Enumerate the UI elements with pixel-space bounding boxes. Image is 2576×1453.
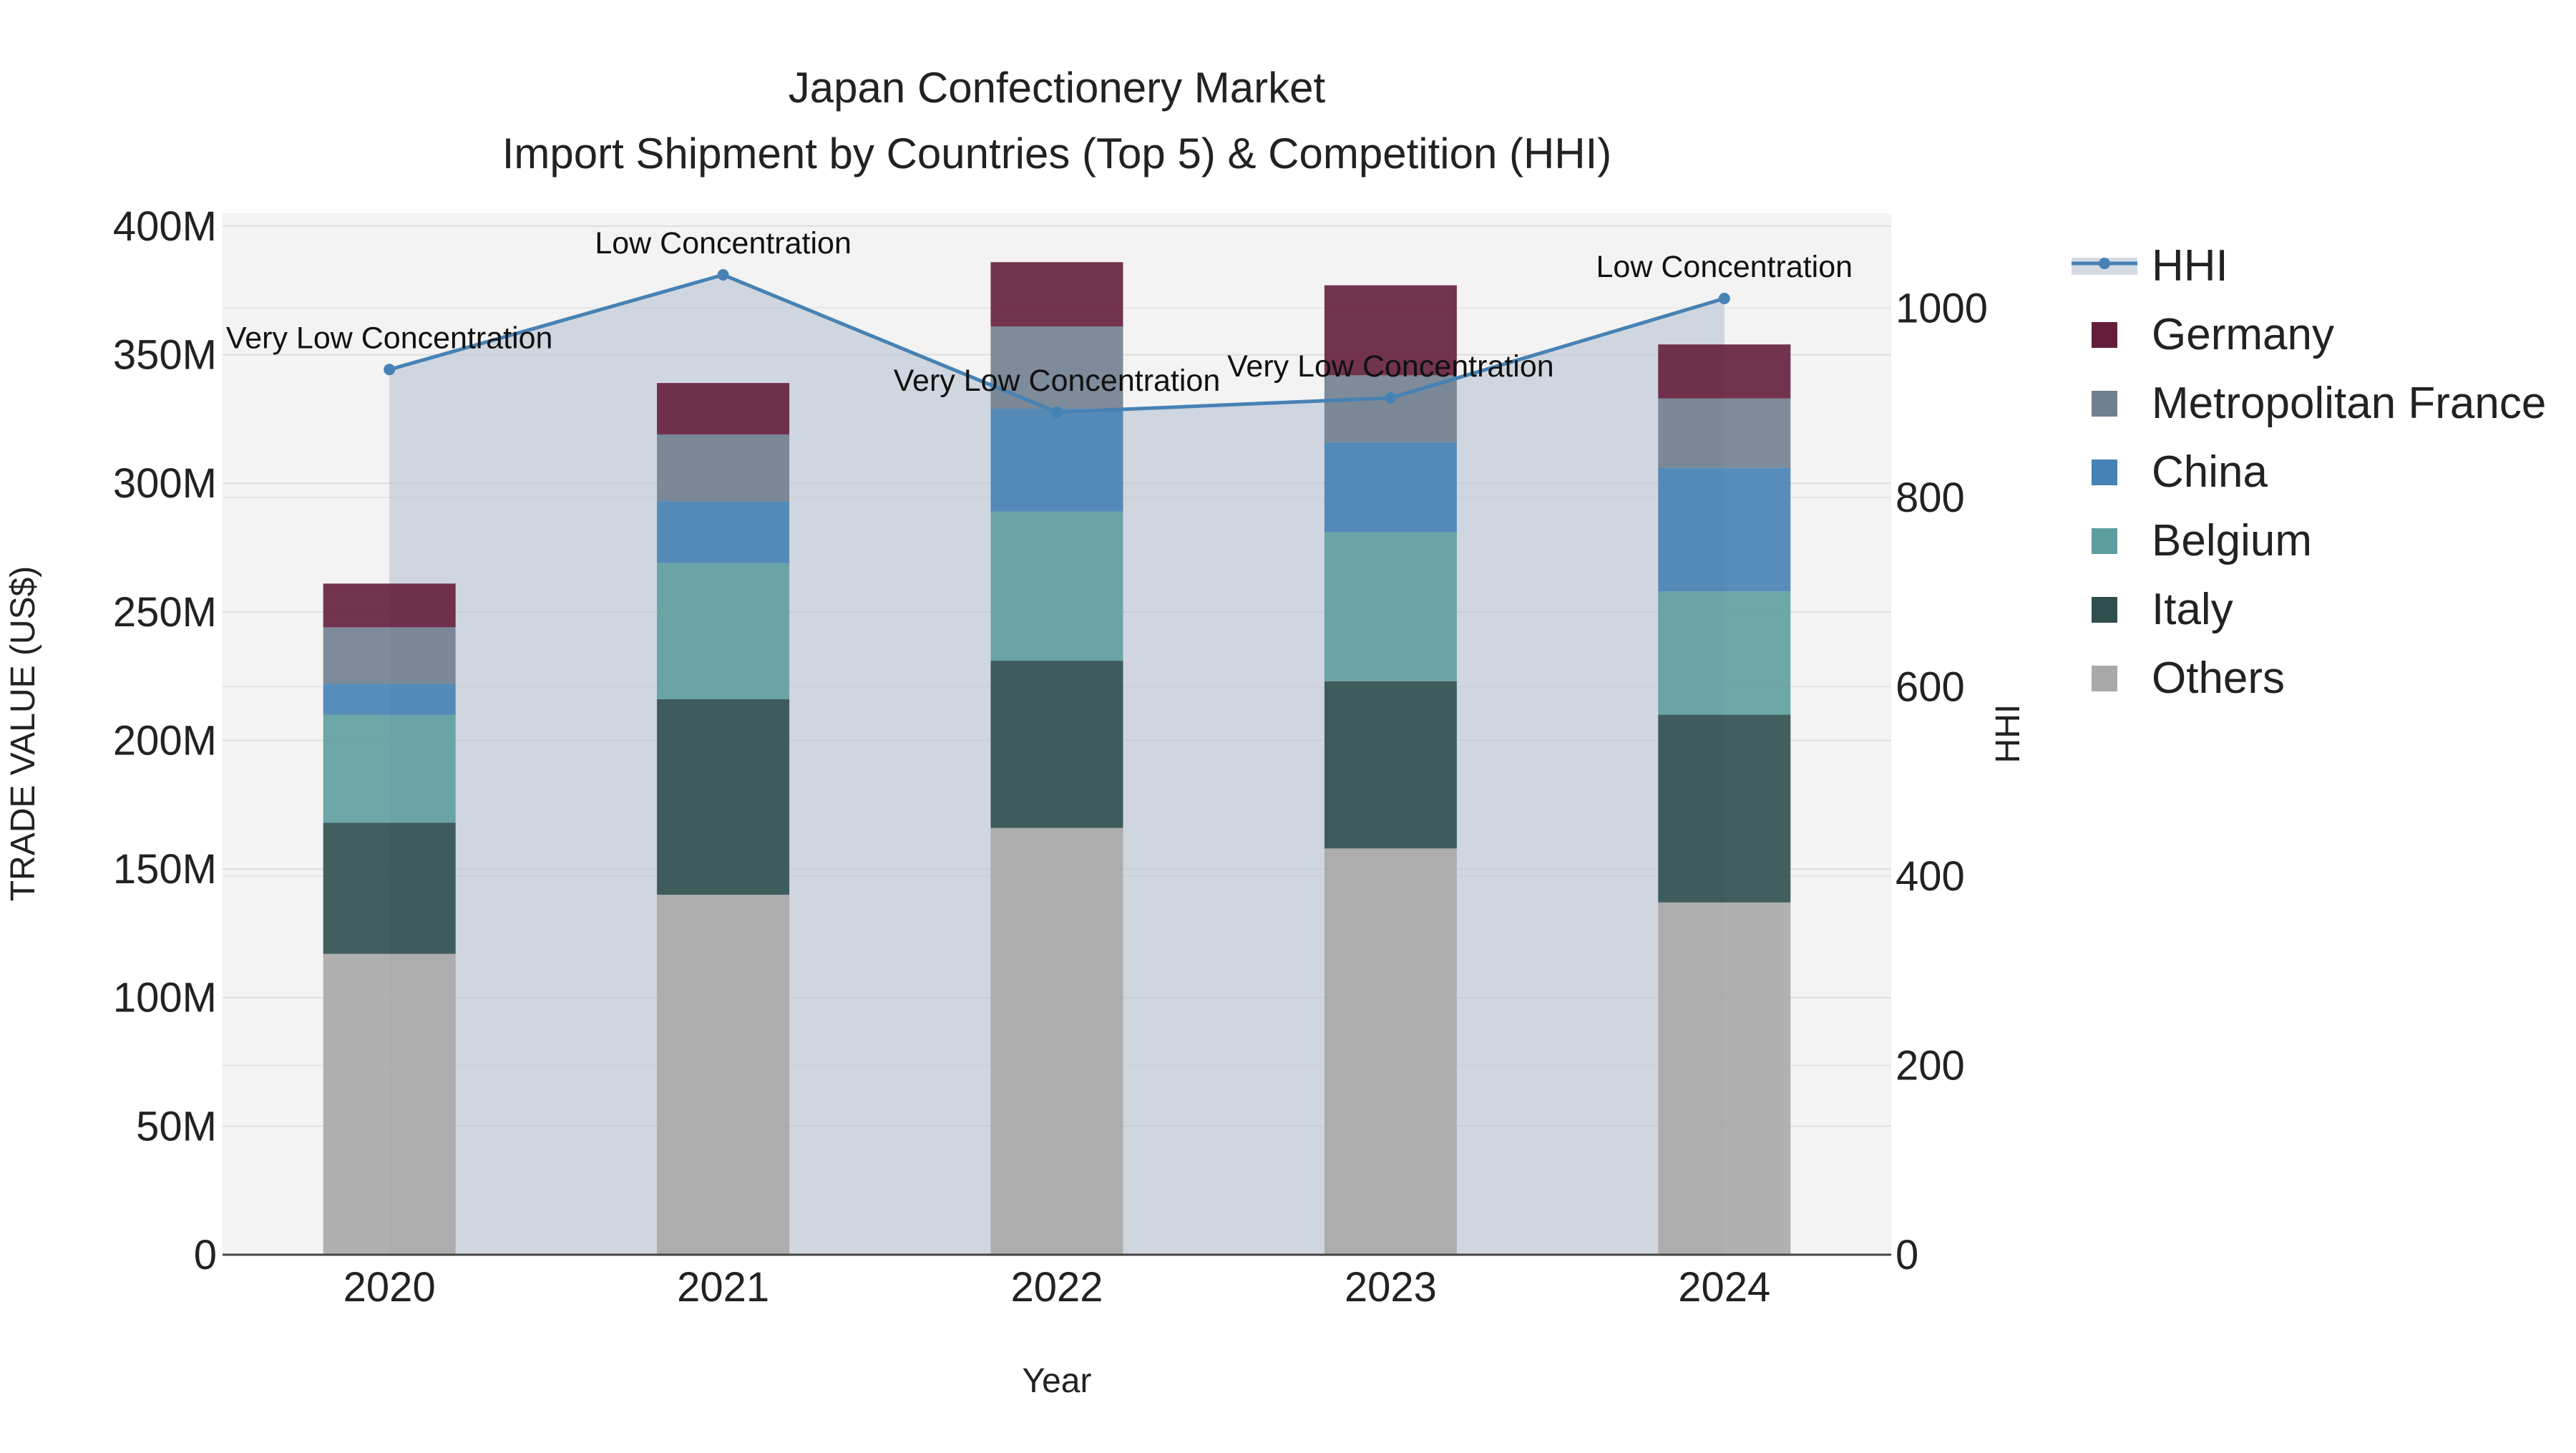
legend-swatch-hhi-marker bbox=[2099, 258, 2110, 269]
x-tick-label: 2023 bbox=[1345, 1264, 1437, 1311]
legend-swatch bbox=[2092, 460, 2117, 485]
hhi-point-2021[interactable] bbox=[717, 268, 729, 281]
bar-others-2020[interactable] bbox=[323, 953, 456, 1255]
bar-others-2022[interactable] bbox=[990, 827, 1123, 1255]
hhi-line-layer bbox=[384, 268, 1730, 418]
bar-others-2023[interactable] bbox=[1324, 848, 1457, 1255]
bar-china-2022[interactable] bbox=[990, 409, 1123, 512]
hhi-annotation: Low Concentration bbox=[595, 226, 852, 261]
hhi-annotations: Very Low Concentration Low Concentration V… bbox=[226, 226, 1853, 398]
bar-italy-2023[interactable] bbox=[1324, 681, 1457, 849]
y-axis-title: TRADE VALUE (US$) bbox=[4, 566, 42, 902]
bar-belgium-2024[interactable] bbox=[1658, 591, 1791, 715]
hhi-annotation: Very Low Concentration bbox=[894, 364, 1221, 398]
bar-belgium-2020[interactable] bbox=[323, 714, 456, 823]
bar-china-2023[interactable] bbox=[1324, 442, 1457, 533]
hhi-point-2023[interactable] bbox=[1385, 392, 1397, 404]
y-tick-label: 0 bbox=[194, 1232, 217, 1278]
legend-item-others[interactable]: Others bbox=[2092, 653, 2285, 703]
bar-metropolitan-france-2020[interactable] bbox=[323, 627, 456, 684]
y2-tick-label: 800 bbox=[1896, 475, 1965, 521]
bar-italy-2021[interactable] bbox=[657, 699, 790, 895]
bar-germany-2023[interactable] bbox=[1324, 285, 1457, 376]
y2-tick-label: 400 bbox=[1896, 853, 1965, 900]
legend-item-hhi[interactable]: HHI bbox=[2072, 241, 2228, 291]
bar-china-2024[interactable] bbox=[1658, 467, 1791, 592]
y-tick-label: 350M bbox=[113, 332, 217, 379]
x-tick-label: 2024 bbox=[1678, 1264, 1770, 1311]
legend-label: Belgium bbox=[2152, 516, 2312, 565]
bar-belgium-2023[interactable] bbox=[1324, 532, 1457, 681]
y-axis-ticks: 0 50M 100M 150M 200M 250M 300M 350M 400M bbox=[113, 203, 217, 1278]
x-axis-title: Year bbox=[1023, 1362, 1092, 1400]
chart-subtitle: Import Shipment by Countries (Top 5) & C… bbox=[502, 130, 1612, 178]
bar-italy-2020[interactable] bbox=[323, 822, 456, 954]
y2-tick-label: 200 bbox=[1896, 1042, 1965, 1089]
y-tick-label: 200M bbox=[113, 717, 217, 764]
y2-tick-label: 600 bbox=[1896, 664, 1965, 710]
legend-swatch bbox=[2092, 666, 2117, 691]
legend-label: Metropolitan France bbox=[2152, 379, 2546, 428]
y-tick-label: 100M bbox=[113, 975, 217, 1021]
y2-tick-label: 0 bbox=[1896, 1232, 1918, 1278]
bar-italy-2022[interactable] bbox=[990, 661, 1123, 828]
legend-label: HHI bbox=[2152, 241, 2228, 291]
legend: HHI Germany Metropolitan France China Belgiu… bbox=[2072, 241, 2546, 703]
legend-swatch bbox=[2092, 528, 2117, 554]
legend-item-germany[interactable]: Germany bbox=[2092, 310, 2334, 359]
y-tick-label: 150M bbox=[113, 846, 217, 893]
legend-swatch bbox=[2092, 597, 2117, 623]
legend-item-metropolitan-france[interactable]: Metropolitan France bbox=[2092, 379, 2546, 428]
legend-label: Others bbox=[2152, 653, 2285, 703]
hhi-point-2020[interactable] bbox=[384, 364, 396, 376]
legend-label: China bbox=[2152, 447, 2268, 497]
bar-germany-2024[interactable] bbox=[1658, 344, 1791, 399]
bar-layer bbox=[323, 262, 1791, 1255]
hhi-annotation: Very Low Concentration bbox=[1227, 349, 1554, 384]
bar-china-2020[interactable] bbox=[323, 684, 456, 715]
legend-item-italy[interactable]: Italy bbox=[2092, 585, 2233, 634]
hhi-annotation: Low Concentration bbox=[1596, 250, 1853, 284]
bar-italy-2024[interactable] bbox=[1658, 714, 1791, 903]
y-tick-label: 400M bbox=[113, 203, 217, 250]
y2-tick-label: 1000 bbox=[1896, 285, 1988, 331]
bar-others-2021[interactable] bbox=[657, 895, 790, 1255]
y2-axis-title: HHI bbox=[1989, 704, 2027, 764]
y-tick-label: 50M bbox=[136, 1103, 217, 1150]
legend-item-china[interactable]: China bbox=[2092, 447, 2268, 497]
x-tick-label: 2022 bbox=[1010, 1264, 1103, 1311]
y-tick-label: 300M bbox=[113, 460, 217, 507]
bar-metropolitan-france-2021[interactable] bbox=[657, 434, 790, 502]
legend-swatch bbox=[2092, 391, 2117, 417]
hhi-point-2022[interactable] bbox=[1051, 406, 1063, 418]
chart-title: Japan Confectionery Market bbox=[789, 64, 1326, 112]
x-axis-ticks: 2020 2021 2022 2023 2024 bbox=[343, 1264, 1771, 1311]
legend-item-belgium[interactable]: Belgium bbox=[2092, 516, 2312, 565]
bar-germany-2021[interactable] bbox=[657, 383, 790, 434]
bar-belgium-2022[interactable] bbox=[990, 511, 1123, 661]
bar-belgium-2021[interactable] bbox=[657, 563, 790, 699]
x-tick-label: 2021 bbox=[677, 1264, 769, 1311]
bar-metropolitan-france-2024[interactable] bbox=[1658, 398, 1791, 468]
legend-label: Italy bbox=[2152, 585, 2233, 634]
hhi-point-2024[interactable] bbox=[1718, 293, 1730, 305]
legend-label: Germany bbox=[2152, 310, 2334, 359]
y2-axis-ticks: 0 200 400 600 800 1000 bbox=[1896, 285, 1988, 1278]
legend-swatch bbox=[2092, 322, 2117, 348]
bar-china-2021[interactable] bbox=[657, 501, 790, 563]
x-tick-label: 2020 bbox=[343, 1264, 436, 1311]
bar-germany-2020[interactable] bbox=[323, 583, 456, 628]
bar-others-2024[interactable] bbox=[1658, 902, 1791, 1255]
hhi-annotation: Very Low Concentration bbox=[226, 321, 553, 355]
y-tick-label: 250M bbox=[113, 589, 217, 636]
bar-germany-2022[interactable] bbox=[990, 262, 1123, 327]
